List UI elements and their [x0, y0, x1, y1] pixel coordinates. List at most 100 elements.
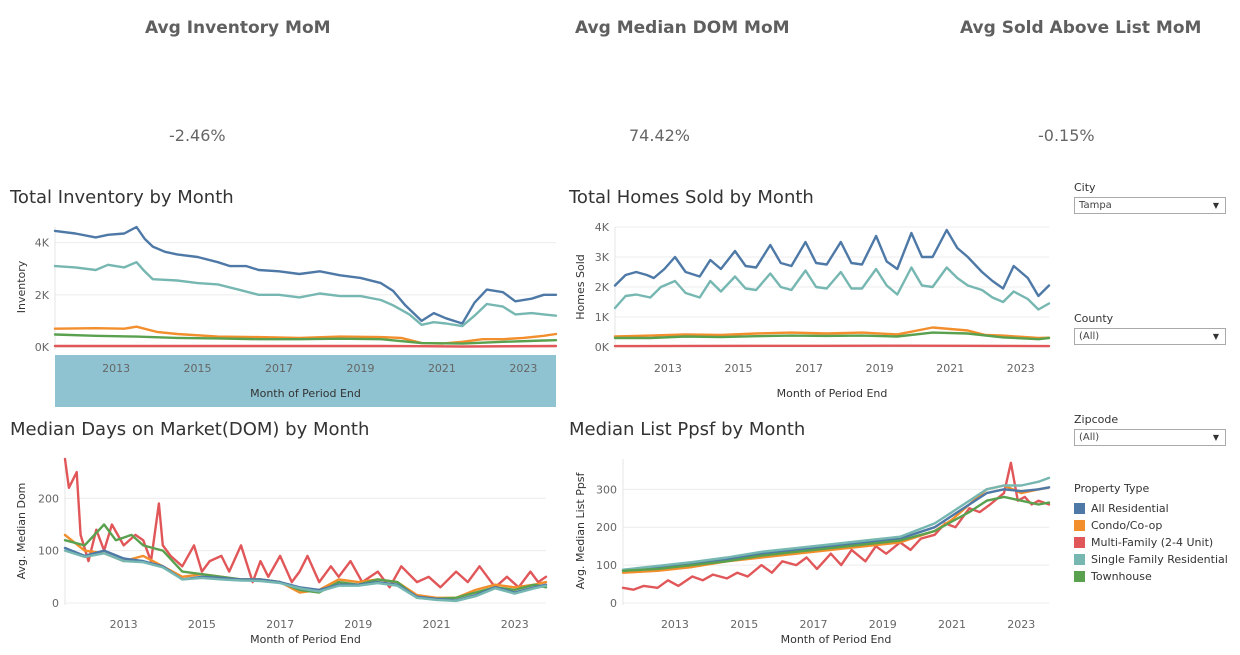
legend-swatch	[1074, 503, 1085, 514]
series-line-townhouse	[53, 333, 558, 345]
legend-label: Townhouse	[1091, 570, 1152, 583]
x-tick-label: 2015	[188, 618, 216, 631]
property-type-legend: Property Type All Residential Condo/Co-o…	[1074, 482, 1228, 585]
y-tick-label: 0K	[35, 341, 50, 354]
x-axis-title: Month of Period End	[250, 633, 361, 646]
series-line-single-family-residential	[53, 260, 558, 328]
x-tick-label: 2015	[184, 362, 212, 375]
y-tick-label: 3K	[595, 251, 610, 264]
city-filter: City Tampa ▼	[1074, 181, 1226, 214]
kpi-inventory-title: Avg Inventory MoM	[145, 18, 331, 38]
county-select[interactable]: (All) ▼	[1074, 328, 1226, 345]
dom-chart[interactable]: Median Days on Market(DOM) by Month 0 100…	[10, 419, 560, 651]
y-tick-label: 4K	[595, 221, 610, 234]
dom-chart-title: Median Days on Market(DOM) by Month	[10, 419, 370, 440]
ppsf-chart-svg[interactable]: 0 100 200 300 2013 2015 2017 2019 2021 2023 Month …	[569, 419, 1059, 651]
legend-item-condo[interactable]: Condo/Co-op	[1074, 517, 1228, 534]
kpi-dom-value: 74.42%	[629, 126, 691, 145]
county-filter: County (All) ▼	[1074, 312, 1226, 345]
legend-swatch	[1074, 571, 1085, 582]
kpi-inventory-value: -2.46%	[169, 126, 226, 145]
ppsf-chart-title: Median List Ppsf by Month	[569, 419, 806, 440]
series-line-townhouse	[63, 523, 548, 601]
series-line-single-family-residential	[63, 549, 548, 603]
kpi-sold-above-list-title: Avg Sold Above List MoM	[960, 18, 1202, 38]
homes-sold-chart-title: Total Homes Sold by Month	[569, 187, 814, 208]
legend-label: Multi-Family (2-4 Unit)	[1091, 536, 1214, 549]
chevron-down-icon[interactable]: ▼	[1212, 201, 1219, 210]
inventory-chart-title: Total Inventory by Month	[10, 187, 234, 208]
homes-sold-chart-svg[interactable]: 0K 1K 2K 3K 4K 2013 2015 2017 2019 2021 2023 Month …	[569, 187, 1059, 409]
series-line-condo-co-op	[53, 325, 558, 345]
x-tick-label: 2015	[730, 618, 758, 631]
y-axis-title: Inventory	[15, 260, 28, 313]
series-line-condo-co-op	[613, 326, 1051, 340]
series-line-single-family-residential	[621, 476, 1051, 571]
kpi-sold-above-list-value: -0.15%	[1038, 126, 1095, 145]
x-tick-label: 2013	[661, 618, 689, 631]
y-tick-label: 300	[596, 483, 617, 496]
series-line-townhouse	[613, 331, 1051, 341]
x-tick-label: 2019	[344, 618, 372, 631]
county-filter-label: County	[1074, 312, 1114, 325]
series-line-all-residential	[613, 228, 1051, 298]
x-axis-highlight	[55, 355, 556, 407]
series-line-all-residential	[53, 225, 558, 325]
zipcode-select-value: (All)	[1079, 432, 1100, 443]
series-line-single-family-residential	[613, 266, 1051, 311]
zipcode-select[interactable]: (All) ▼	[1074, 429, 1226, 446]
chevron-down-icon[interactable]: ▼	[1212, 433, 1219, 442]
x-tick-label: 2013	[654, 362, 682, 375]
x-tick-label: 2019	[869, 618, 897, 631]
y-tick-label: 1K	[595, 311, 610, 324]
y-tick-label: 0	[610, 597, 617, 610]
legend-item-single-family[interactable]: Single Family Residential	[1074, 551, 1228, 568]
x-tick-label: 2015	[724, 362, 752, 375]
legend-item-all-residential[interactable]: All Residential	[1074, 500, 1228, 517]
y-tick-label: 100	[596, 559, 617, 572]
x-axis-title: Month of Period End	[781, 633, 892, 646]
inventory-chart-svg[interactable]: 0K 2K 4K 2013 2015 2017 2019 2021 2023 Month of P…	[10, 187, 560, 409]
x-tick-label: 2021	[423, 618, 451, 631]
x-axis-title: Month of Period End	[777, 387, 888, 400]
x-tick-label: 2019	[346, 362, 374, 375]
y-tick-label: 2K	[35, 289, 50, 302]
legend-item-multi-family[interactable]: Multi-Family (2-4 Unit)	[1074, 534, 1228, 551]
x-tick-label: 2019	[866, 362, 894, 375]
y-tick-label: 200	[596, 521, 617, 534]
y-axis-title: Avg. Median List Ppsf	[574, 471, 587, 589]
series-line-multi-family-2-4-unit	[63, 457, 548, 589]
city-select-value: Tampa	[1079, 200, 1112, 211]
chevron-down-icon[interactable]: ▼	[1212, 332, 1219, 341]
legend-label: All Residential	[1091, 502, 1169, 515]
series-line-all-residential	[621, 486, 1051, 573]
kpi-dom-title: Avg Median DOM MoM	[575, 18, 790, 38]
city-filter-label: City	[1074, 181, 1096, 194]
y-tick-label: 0K	[595, 341, 610, 354]
series-line-multi-family-2-4-unit	[621, 461, 1051, 591]
legend-item-townhouse[interactable]: Townhouse	[1074, 568, 1228, 585]
dom-chart-svg[interactable]: 0 100 200 2013 2015 2017 2019 2021 2023 Month of …	[10, 419, 560, 651]
x-tick-label: 2023	[501, 618, 529, 631]
series-line-townhouse	[621, 495, 1051, 573]
ppsf-chart[interactable]: Median List Ppsf by Month 0 100 200 300 2013…	[569, 419, 1059, 651]
legend-title: Property Type	[1074, 482, 1150, 495]
homes-sold-chart[interactable]: Total Homes Sold by Month 0K 1K 2K 3K 4K 2013…	[569, 187, 1059, 409]
legend-swatch	[1074, 520, 1085, 531]
y-tick-label: 200	[38, 492, 59, 505]
x-tick-label: 2017	[795, 362, 823, 375]
x-tick-label: 2013	[102, 362, 130, 375]
x-tick-label: 2023	[509, 362, 537, 375]
zipcode-filter: Zipcode (All) ▼	[1074, 413, 1226, 446]
y-tick-label: 4K	[35, 237, 50, 250]
city-select[interactable]: Tampa ▼	[1074, 197, 1226, 214]
x-tick-label: 2017	[265, 362, 293, 375]
y-tick-label: 2K	[595, 281, 610, 294]
x-axis-title: Month of Period End	[250, 387, 361, 400]
x-tick-label: 2023	[1007, 618, 1035, 631]
x-tick-label: 2021	[428, 362, 456, 375]
y-axis-title: Homes Sold	[574, 254, 587, 319]
y-tick-label: 100	[38, 545, 59, 558]
legend-swatch	[1074, 537, 1085, 548]
inventory-chart[interactable]: Total Inventory by Month 0K 2K 4K 2013 2015 2…	[10, 187, 560, 409]
